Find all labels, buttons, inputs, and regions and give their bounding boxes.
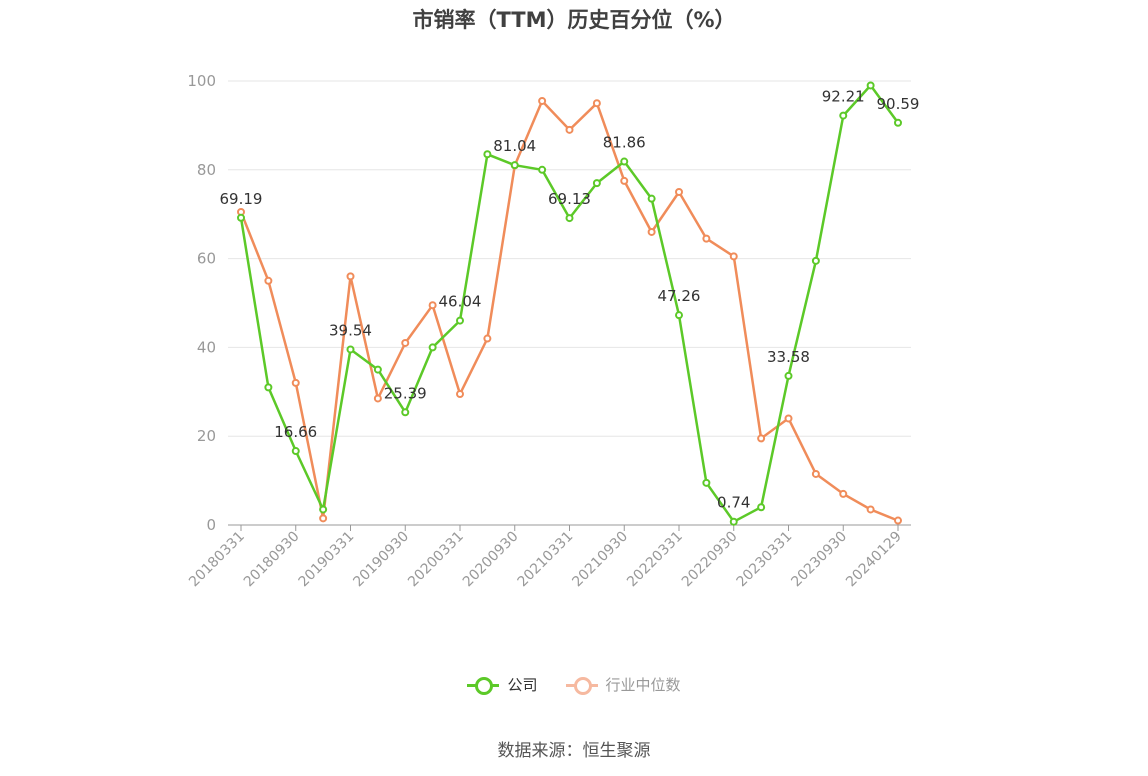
point-company-20230930 bbox=[839, 111, 848, 120]
axis-layer: 0 20 40 60 80 100 2018033120180930201903312019… bbox=[186, 72, 911, 590]
data-label-20190930: 25.39 bbox=[384, 384, 427, 402]
point-company-20210331 bbox=[565, 214, 574, 223]
legend: 公司 行业中位数 bbox=[0, 674, 1148, 695]
point-industry-median-20230630 bbox=[811, 469, 820, 478]
point-company-20221231 bbox=[757, 503, 766, 512]
point-industry-median-20190331 bbox=[346, 272, 355, 281]
legend-label-company: 公司 bbox=[507, 676, 538, 694]
x-tick-label-20190930: 20190930 bbox=[350, 529, 412, 591]
point-industry-median-20190930 bbox=[401, 338, 410, 347]
point-company-20201231 bbox=[538, 165, 547, 174]
point-industry-median-20230930 bbox=[839, 489, 848, 498]
point-industry-median-20240129 bbox=[894, 516, 902, 525]
y-tick-label-0: 0 bbox=[206, 516, 216, 534]
x-tick-label-20180331: 20180331 bbox=[186, 529, 248, 591]
point-industry-median-20181231 bbox=[319, 514, 328, 523]
point-company-20191231 bbox=[428, 343, 437, 352]
point-company-20220630 bbox=[702, 478, 711, 487]
data-label-20200331: 46.04 bbox=[439, 293, 482, 311]
x-tick-label-20200331: 20200331 bbox=[405, 529, 467, 591]
point-company-20200930 bbox=[510, 161, 519, 170]
legend-marker-industry-median bbox=[565, 675, 598, 695]
point-company-20211231 bbox=[647, 194, 656, 203]
point-industry-median-20191231 bbox=[428, 301, 437, 310]
point-company-20220930 bbox=[729, 517, 738, 526]
x-tick-label-20190331: 20190331 bbox=[296, 529, 358, 591]
y-tick-label-40: 40 bbox=[197, 338, 216, 356]
point-industry-median-20230331 bbox=[784, 414, 793, 423]
point-industry-median-20231231 bbox=[866, 505, 875, 514]
point-company-20200331 bbox=[456, 316, 464, 325]
x-tick-label-20230930: 20230930 bbox=[788, 529, 850, 591]
data-label-20190331: 39.54 bbox=[329, 321, 372, 339]
legend-item-company[interactable]: 公司 bbox=[467, 674, 538, 695]
point-company-20190630 bbox=[373, 365, 382, 374]
data-label-20180930: 16.66 bbox=[274, 423, 317, 441]
data-label-layer: 69.19 16.66 39.54 25.39 46.04 81.04 69.13 81.86… bbox=[220, 88, 920, 512]
x-tick-label-20180930: 20180930 bbox=[241, 529, 303, 591]
line-chart: 0 20 40 60 80 100 2018033120180930201903312019… bbox=[186, 72, 920, 590]
point-company-20210930 bbox=[620, 157, 629, 166]
data-label-20220930: 0.74 bbox=[717, 494, 750, 512]
point-company-20190930 bbox=[401, 408, 410, 417]
x-tick-label-20220930: 20220930 bbox=[679, 529, 741, 591]
legend-label-industry-median: 行业中位数 bbox=[605, 676, 681, 694]
point-industry-median-20220331 bbox=[675, 188, 683, 196]
series-line-company bbox=[239, 84, 900, 523]
data-label-20230331: 33.58 bbox=[767, 348, 810, 366]
point-industry-median-20201231 bbox=[538, 96, 547, 105]
point-industry-median-20180930 bbox=[291, 378, 300, 387]
point-industry-median-20200630 bbox=[483, 334, 492, 343]
x-tick-label-20230331: 20230331 bbox=[734, 529, 796, 591]
y-tick-label-80: 80 bbox=[197, 161, 216, 179]
data-label-20210331: 69.13 bbox=[548, 190, 591, 208]
point-company-20180930 bbox=[291, 447, 300, 456]
point-industry-median-20190630 bbox=[373, 394, 382, 403]
series-line-industry-median bbox=[239, 99, 899, 522]
point-company-20231231 bbox=[866, 81, 875, 90]
x-tick-label-20240129: 20240129 bbox=[843, 529, 905, 591]
point-company-20181231 bbox=[319, 505, 328, 514]
point-company-20180331 bbox=[237, 213, 245, 222]
point-industry-median-20220630 bbox=[702, 234, 711, 243]
data-source-note: 数据来源：恒生聚源 bbox=[497, 741, 651, 761]
point-company-20230331 bbox=[784, 371, 793, 380]
x-tick-label-20210331: 20210331 bbox=[515, 529, 577, 591]
x-tick-label-20210930: 20210930 bbox=[569, 529, 631, 591]
data-label-20220331: 47.26 bbox=[658, 287, 701, 305]
legend-item-industry-median[interactable]: 行业中位数 bbox=[565, 674, 681, 695]
point-industry-median-20210331 bbox=[565, 125, 574, 134]
data-label-20180331: 69.19 bbox=[220, 190, 263, 208]
data-label-20200930: 81.04 bbox=[493, 137, 536, 155]
point-company-20220331 bbox=[675, 311, 683, 320]
point-company-20190331 bbox=[346, 345, 355, 354]
point-company-20240129 bbox=[894, 118, 902, 127]
point-company-20230630 bbox=[811, 256, 820, 265]
chart-title: 市销率（TTM）历史百分位（%） bbox=[412, 8, 736, 32]
point-company-20210630 bbox=[592, 179, 601, 188]
y-tick-label-100: 100 bbox=[187, 72, 216, 90]
x-tick-label-20200930: 20200930 bbox=[460, 529, 522, 591]
data-label-20210930: 81.86 bbox=[603, 134, 646, 152]
grid-layer bbox=[228, 80, 911, 437]
point-company-20180630 bbox=[264, 383, 273, 392]
point-industry-median-20210930 bbox=[620, 176, 629, 185]
point-industry-median-20200331 bbox=[456, 390, 464, 399]
x-tick-label-20220331: 20220331 bbox=[624, 529, 686, 591]
point-company-20200630 bbox=[483, 150, 492, 159]
point-industry-median-20210630 bbox=[592, 99, 601, 108]
point-industry-median-20211231 bbox=[647, 227, 656, 236]
point-industry-median-20180630 bbox=[264, 276, 273, 285]
data-label-20240129: 90.59 bbox=[877, 95, 920, 113]
series-layer bbox=[237, 81, 902, 526]
point-industry-median-20220930 bbox=[729, 252, 738, 261]
data-label-20230930: 92.21 bbox=[822, 88, 865, 106]
y-tick-label-20: 20 bbox=[197, 427, 216, 445]
y-tick-label-60: 60 bbox=[197, 250, 216, 268]
legend-marker-company bbox=[467, 675, 500, 695]
point-industry-median-20221231 bbox=[757, 434, 766, 443]
